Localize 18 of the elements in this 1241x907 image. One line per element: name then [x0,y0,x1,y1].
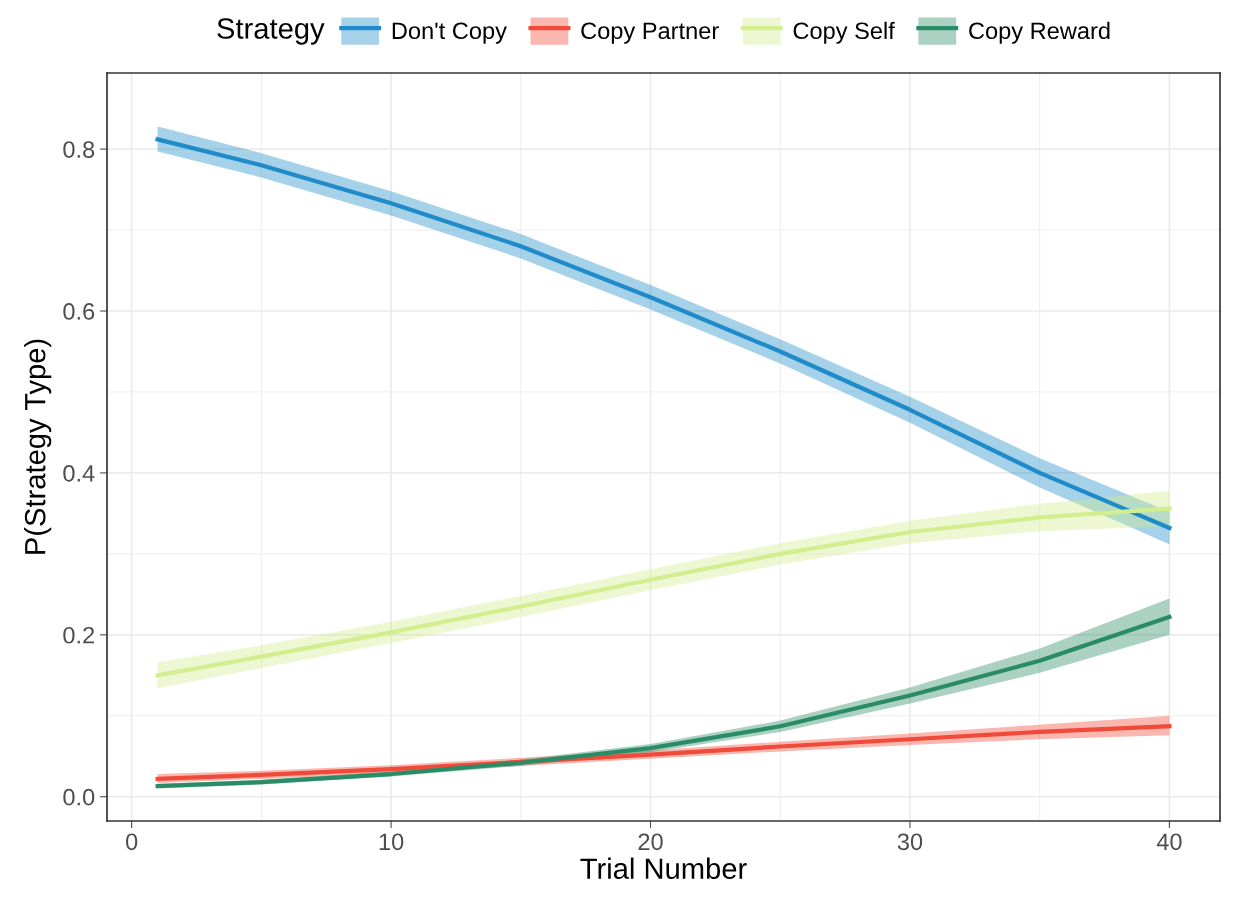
y-tick-label: 0.2 [63,626,95,644]
legend-title: Strategy [217,18,325,45]
x-tick-label: 0 [126,833,138,851]
y-axis-title: P(Strategy Type) [24,339,52,554]
y-tick-label: 0.0 [63,788,95,806]
legend-label: Copy Partner [581,22,719,44]
x-tick-label: 20 [638,833,663,851]
x-tick-label: 40 [1156,833,1182,851]
y-tick-label: 0.6 [63,303,95,320]
x-tick-label: 10 [379,833,404,851]
y-tick-label: 0.8 [63,141,95,158]
y-tick-label: 0.4 [63,464,95,482]
legend-label: Don't Copy [392,22,507,44]
line-series [155,724,1172,781]
legend-label: Copy Reward [969,21,1110,44]
legend-label: Copy Self [793,21,895,44]
x-axis-title: Trial Number [580,857,747,880]
x-tick-label: 30 [897,833,923,851]
